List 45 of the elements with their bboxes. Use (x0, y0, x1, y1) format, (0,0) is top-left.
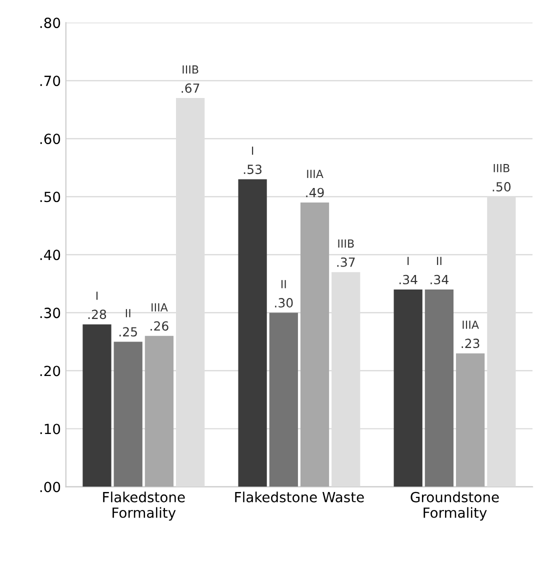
text: IIIB (182, 65, 198, 74)
text: I (96, 292, 98, 300)
bar (144, 336, 174, 487)
data-label: .30 (275, 298, 293, 308)
bar (238, 179, 267, 487)
bar (394, 290, 422, 487)
data-label: .23 (462, 338, 480, 348)
data-label: .25 (119, 327, 137, 337)
text: II (281, 280, 286, 288)
text: II (126, 309, 130, 318)
y-tick-label: .00 (40, 482, 60, 492)
data-label: .49 (306, 188, 324, 198)
text: IIIA (152, 303, 168, 312)
bar (114, 342, 142, 487)
y-tick-label: .30 (40, 308, 60, 318)
text: I (252, 146, 254, 155)
data-label: .67 (182, 83, 200, 93)
y-tick-label: .40 (40, 250, 60, 260)
text: II (437, 256, 442, 265)
y-tick-label: .20 (40, 366, 60, 376)
data-label: .34 (399, 274, 418, 284)
text: IIIB (338, 239, 354, 248)
data-label: .53 (244, 164, 262, 174)
data-label: .50 (492, 182, 511, 192)
bar (82, 324, 112, 487)
data-label: .37 (337, 257, 355, 267)
x-tick-label: Flakedstone Formality (103, 492, 185, 521)
y-tick-label: .80 (40, 18, 60, 28)
bar (300, 202, 330, 487)
y-tick-label: .50 (40, 192, 60, 202)
y-tick-label: .10 (40, 424, 60, 434)
data-label: .34 (430, 274, 448, 284)
y-tick-label: .60 (40, 134, 60, 144)
text: IIIA (462, 320, 479, 329)
y-tick-label: .70 (40, 76, 60, 86)
data-label: .26 (150, 321, 168, 331)
x-tick-label: Groundstone Formality (410, 492, 499, 521)
data-label: .28 (88, 310, 106, 320)
text: I (408, 256, 409, 265)
bar (424, 290, 454, 487)
text: IIIB (494, 164, 510, 172)
bar (269, 312, 298, 487)
bar (456, 353, 485, 487)
x-tick-label: Flakedstone Waste (235, 492, 364, 502)
text: IIIA (307, 170, 324, 178)
